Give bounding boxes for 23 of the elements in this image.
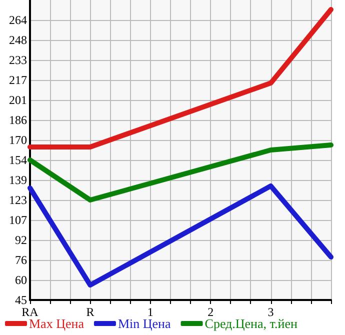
- y-tick-label: 107: [9, 213, 27, 228]
- legend-label: Сред.Цена, т.йен: [204, 316, 298, 331]
- y-tick-label: 60: [15, 273, 27, 288]
- x-tick-label: 2: [208, 305, 214, 319]
- x-tick-label: R: [86, 305, 94, 319]
- y-tick-label: 154: [9, 153, 27, 167]
- y-tick-label: 186: [9, 112, 27, 127]
- y-tick-label: 123: [9, 193, 27, 208]
- y-tick-label: 248: [9, 32, 27, 47]
- y-tick-label: 233: [9, 53, 27, 68]
- y-tick-label: 264: [9, 12, 27, 27]
- y-tick-label: 201: [9, 92, 27, 107]
- y-tick-label: 92: [15, 232, 27, 247]
- y-tick-label: 139: [9, 172, 27, 187]
- legend-label: Max Цена: [29, 316, 84, 331]
- y-tick-label: 76: [15, 252, 27, 267]
- x-tick-label: 1: [147, 305, 154, 319]
- y-tick-label: 45: [15, 293, 27, 307]
- y-tick-label: 170: [9, 133, 27, 147]
- x-tick-label: RA: [22, 305, 39, 319]
- y-tick-label: 217: [9, 73, 27, 87]
- legend-label: Min Цена: [118, 316, 171, 331]
- x-tick-label: 3: [268, 305, 274, 319]
